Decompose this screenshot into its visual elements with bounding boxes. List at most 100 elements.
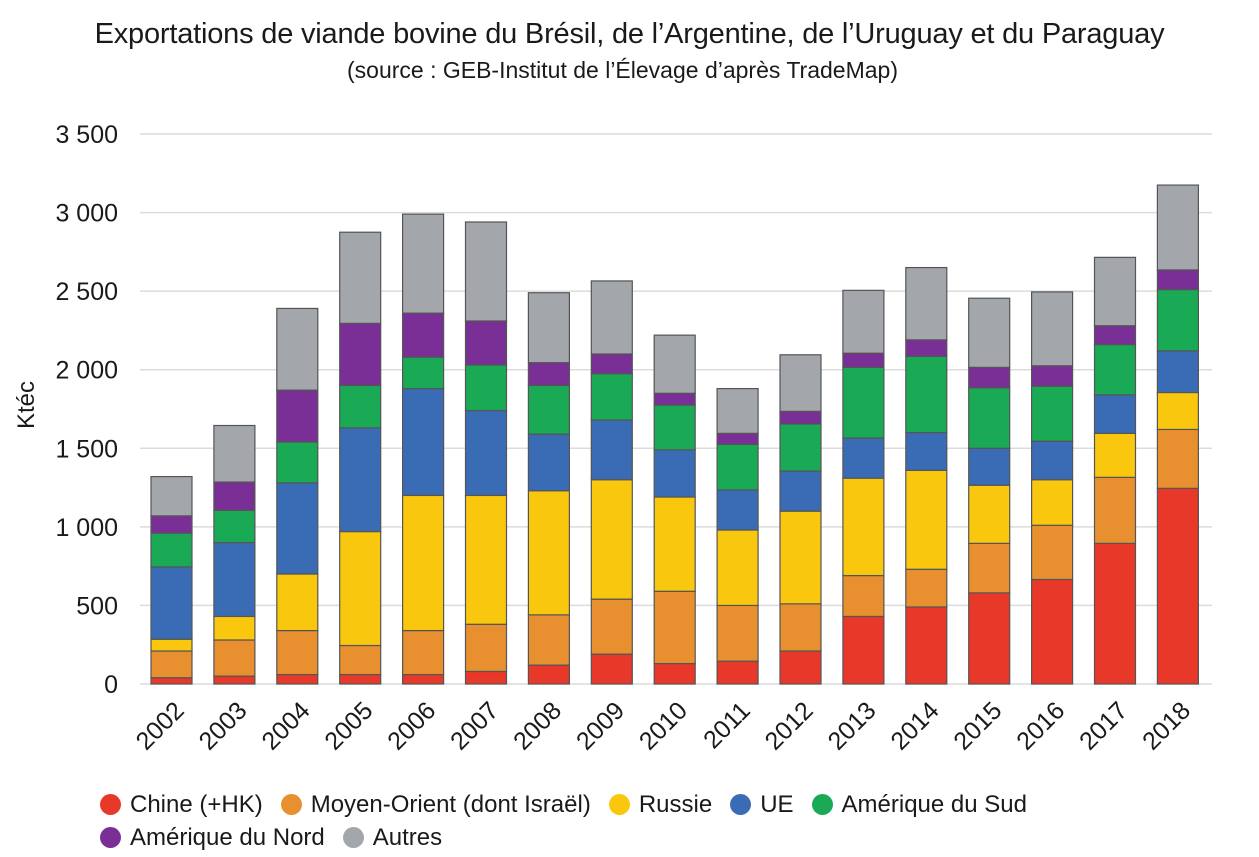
bar-segment [842, 477, 885, 577]
bar-segment [653, 334, 696, 394]
legend-label: Moyen-Orient (dont Israël) [310, 790, 591, 818]
bar-segment [842, 574, 885, 618]
bar-segment [1030, 385, 1074, 442]
legend-label: Amérique du Nord [130, 823, 325, 851]
bar-segment [150, 677, 193, 685]
x-tick-label: 2015 [948, 696, 1007, 755]
legend-label: Amérique du Sud [841, 790, 1027, 818]
bar-segment [1156, 184, 1200, 271]
bar-segment [150, 515, 193, 534]
bar-segment [842, 615, 885, 685]
bar-segment [213, 639, 256, 677]
bar-segment [779, 603, 822, 652]
bar-segment [716, 387, 759, 434]
bar-segment [779, 510, 822, 605]
bar-segment [150, 475, 193, 517]
legend-label: Autres [372, 823, 443, 851]
bar-segment [716, 489, 759, 531]
y-tick-label: 3 500 [55, 121, 118, 149]
bar-segment [1093, 542, 1137, 685]
bar-segment [1093, 343, 1137, 396]
bar-segment [527, 614, 571, 666]
bar-segment [527, 384, 571, 435]
bar-segment [779, 410, 822, 425]
legend-label: Russie [638, 790, 713, 818]
y-tick-label: 1 000 [55, 514, 118, 542]
bar-segment [276, 573, 319, 632]
bar-segment [968, 592, 1011, 685]
bar-segment [402, 387, 445, 497]
legend-item: Chine (+HK) [100, 791, 263, 819]
y-tick-label: 3 000 [55, 200, 118, 228]
x-tick-label: 2016 [1011, 696, 1070, 755]
bar-segment [905, 339, 948, 357]
bar-segment [1030, 291, 1074, 367]
legend-label: Chine (+HK) [130, 790, 263, 818]
x-tick-label: 2010 [634, 696, 693, 755]
legend-row: Amérique du Nord Autres [100, 821, 1200, 854]
bar-segment [1093, 432, 1137, 478]
x-tick-label: 2012 [760, 696, 819, 755]
x-tick-label: 2005 [319, 696, 378, 755]
bar-segment [905, 266, 948, 341]
bar-segment [653, 404, 696, 451]
bar-segment [213, 481, 256, 511]
x-tick-label: 2011 [698, 696, 756, 754]
bar-segment [150, 650, 193, 679]
chart-subtitle: (source : GEB-Institut de l’Élevage d’ap… [347, 57, 898, 83]
bar-segment [842, 352, 885, 368]
legend-item: Autres [342, 823, 443, 852]
bar-segment [276, 673, 319, 685]
bar-segment [213, 424, 256, 483]
bar-segment [653, 662, 696, 685]
bar-segment [150, 532, 193, 568]
bar-segment [1030, 524, 1074, 581]
bar-segment [339, 231, 382, 324]
bar-segment [527, 664, 571, 685]
chart-title: Exportations de viande bovine du Brésil,… [94, 18, 1165, 50]
bar-segment [842, 437, 885, 479]
legend-swatch [280, 794, 302, 815]
bar-segment [590, 598, 633, 655]
bar-segment [905, 355, 948, 434]
bar-segment [1156, 288, 1200, 352]
x-tick-label: 2002 [131, 696, 190, 755]
bar-segment [150, 638, 193, 652]
bar-segment [842, 366, 885, 439]
bar-segment [905, 431, 948, 471]
bar-segment [590, 653, 633, 685]
bar-segment [1093, 394, 1137, 434]
legend-swatch [608, 794, 630, 815]
bar-segment [779, 470, 822, 512]
bar-segment [339, 384, 382, 429]
bar-segment [1156, 269, 1200, 291]
bar-segment [339, 644, 382, 676]
legend-swatch [100, 794, 121, 815]
legend-item: Amérique du Sud [811, 790, 1027, 819]
legend-swatch [730, 794, 752, 815]
bar-segment [968, 297, 1011, 368]
bar-segment [716, 432, 759, 445]
bar-segment [1030, 365, 1074, 387]
bar-segment [402, 213, 445, 314]
y-tick-label: 2 500 [55, 278, 118, 306]
y-axis-title: Ktéc [13, 381, 40, 429]
x-tick-label: 2009 [571, 696, 630, 755]
bar-segment [339, 673, 382, 685]
legend-item: Moyen-Orient (dont Israël) [280, 790, 591, 819]
y-tick-label: 1 500 [55, 435, 118, 463]
bar-segment [968, 484, 1011, 544]
bar-segment [150, 566, 193, 640]
bar-segment [842, 289, 885, 354]
bar-segment [276, 629, 319, 676]
bar-segment [276, 307, 319, 391]
bar-segment [1156, 428, 1200, 489]
bar-segment [213, 615, 256, 641]
legend-item: Russie [608, 790, 713, 819]
bar-segment [402, 673, 445, 685]
bar-segment [276, 441, 319, 484]
legend: Chine (+HK) Moyen-Orient (dont Israël) Rus… [100, 788, 1200, 854]
bar-segment [464, 409, 508, 497]
bar-segment [464, 320, 508, 366]
x-tick-label: 2003 [194, 696, 253, 755]
